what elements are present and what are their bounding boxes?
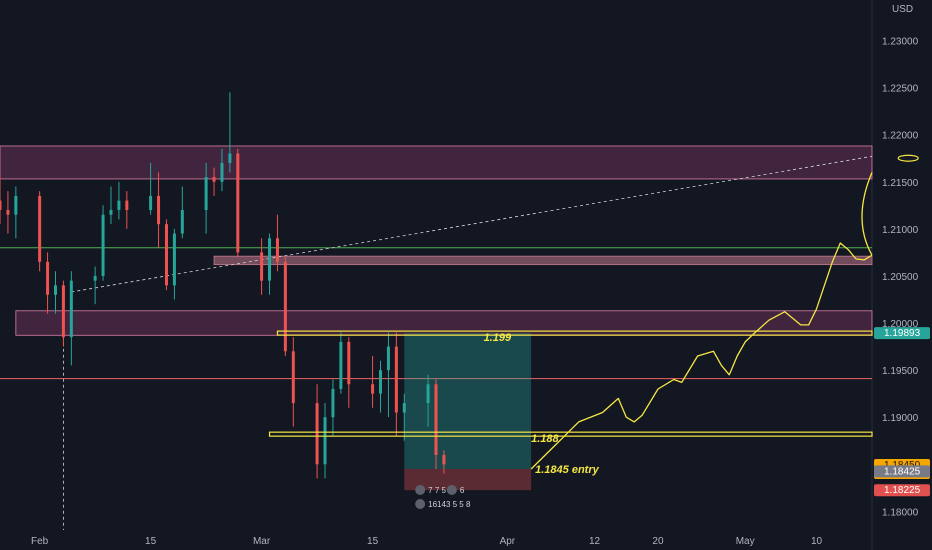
candle-body [14,195,18,215]
x-tick-label: 10 [811,536,823,547]
position-stop-zone [404,469,532,491]
candle-body [426,384,430,404]
event-icon-group-3-text: 16143 5 5 8 [428,500,471,509]
event-icon-group-1-text: 7 7 5 [428,486,446,495]
y-tick-label: 1.23000 [882,36,919,47]
candle-body [117,200,121,211]
event-icon-group-2-badge [446,485,457,495]
candle-body [402,403,406,413]
position-profit-zone [404,333,532,470]
candle-body [157,195,161,225]
candle-body [291,351,295,404]
projection-path-ascent [861,172,873,256]
candle-body [442,454,446,465]
candle-body [386,346,390,371]
y-tick-label: 1.21000 [882,225,919,236]
candle-body [6,210,10,215]
candle-body [283,261,287,352]
candle-body [109,210,113,215]
candle-body [228,153,232,163]
price-badge [874,465,930,478]
candle-body [331,388,335,418]
event-icon-group-1-badge [415,485,426,495]
target-circle-marker [897,154,919,162]
candle-body [220,162,224,182]
candle-body [315,403,319,465]
x-tick-label: Apr [500,536,516,547]
candle-body [339,341,343,389]
y-tick-label: 1.22500 [882,84,919,95]
y-tick-label: 1.21500 [882,178,919,189]
projection-path [530,242,873,470]
y-tick-label: 1.18000 [882,507,919,518]
candle-body [0,200,2,211]
price-badge [874,327,930,340]
y-tick-label: 1.20500 [882,272,919,283]
y-tick-label: 1.20000 [882,319,919,330]
candle-body [268,238,272,281]
candle-body [323,417,327,465]
y-tick-label: 1.22000 [882,131,919,142]
event-icon-group-3-badge [415,499,426,509]
candle-body [394,346,398,413]
yellow-level-1 [276,330,873,336]
candle-body [172,233,176,286]
currency-label: USD [892,4,913,15]
x-tick-label: Mar [253,536,271,547]
entry-label: 1.1845 entry [535,464,599,476]
candle-body [38,195,42,262]
candle-body [46,261,50,295]
zone-1-206 [213,255,873,266]
candle-body [379,370,383,394]
price-axis-panel [872,0,932,550]
candle-body [93,275,97,281]
candle-body [371,384,375,394]
x-tick-label: 15 [145,536,157,547]
y-tick-label: 1.19500 [882,366,919,377]
price-badge-value: 1.18225 [884,485,921,496]
candle-body [260,252,264,281]
candle-body [53,285,57,295]
candle-body [61,285,65,338]
x-tick-label: 12 [589,536,601,547]
x-tick-label: May [736,536,755,547]
price-badge-value: 1.19893 [884,328,921,339]
event-icon-group-2-text: 6 [460,486,465,495]
candle-body [236,153,240,253]
yellow-level-label: 1.199 [484,332,512,344]
resistance-zone-top [0,145,873,180]
x-tick-label: 20 [652,536,664,547]
y-tick-label: 1.19000 [882,413,919,424]
candle-body [347,341,351,385]
price-badge-value: 1.18425 [884,466,921,477]
x-tick-label: 15 [367,536,379,547]
candle-body [434,384,438,455]
candle-body [164,224,168,286]
candle-body [69,280,73,338]
candle-body [275,238,279,262]
candle-body [180,210,184,234]
x-tick-label: Feb [31,536,49,547]
candle-body [212,177,216,182]
candle-body [125,200,129,211]
yellow-level-label: 1.188 [531,433,559,445]
candle-body [101,214,105,276]
price-badge [874,484,930,497]
yellow-level-2 [268,431,873,437]
candle-body [204,177,208,211]
candle-body [149,195,153,211]
